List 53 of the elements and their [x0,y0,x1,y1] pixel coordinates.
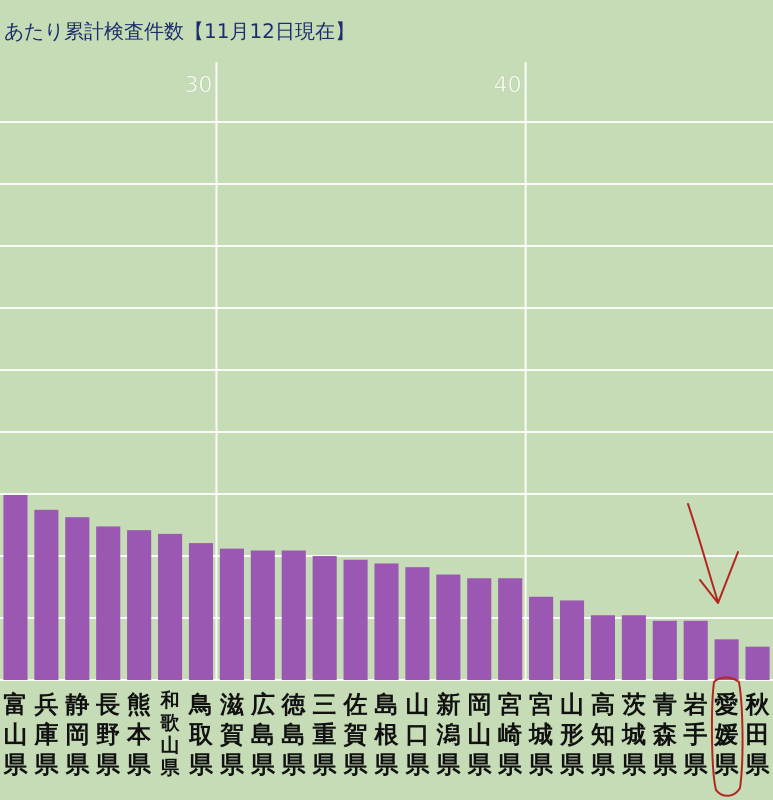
x-tick-label: 三重県 [312,690,338,779]
bar [65,517,90,680]
bar [344,560,368,680]
x-tick-label: 茨城県 [620,690,647,779]
bar [652,620,677,680]
bar [188,543,214,680]
x-tick-label: 山形県 [559,690,586,779]
bar [498,578,522,680]
bar [622,615,646,680]
x-tick-label: 岡山県 [466,690,492,779]
bar [374,563,399,680]
x-tick-label: 熊本県 [126,690,152,779]
bar [220,548,244,680]
bar [560,600,584,680]
bar [745,646,770,680]
x-tick-label: 和歌山県 [160,689,181,779]
bar [529,596,554,680]
x-tick-label: 長野県 [95,690,122,779]
x-tick-label: 兵庫県 [33,690,60,779]
bar [467,578,492,680]
x-tick-label: 宮城県 [528,690,554,779]
bar [405,567,430,680]
x-tick-label: 鳥取県 [188,690,214,779]
x-tick-label: 静岡県 [64,690,90,779]
x-tick-label: 滋賀県 [218,690,245,779]
x-tick-label: 青森県 [652,690,678,779]
x-tick-label: 秋田県 [744,690,771,779]
x-tick-label: 愛媛県 [714,690,740,779]
bar [312,556,337,680]
chart-title: あたり累計検査件数【11月12日現在】 [4,19,355,43]
x-tick-label: 佐賀県 [342,690,369,779]
bar [250,550,275,680]
bar [158,534,182,680]
bar [590,615,615,680]
x-tick-label: 山口県 [404,690,430,779]
text: 30 [184,73,212,98]
x-tick-label: 島根県 [374,690,400,779]
bar [282,550,306,680]
x-tick-label: 富山県 [2,690,28,779]
x-tick-label: 岩手県 [682,690,709,779]
x-tick-label: 高知県 [590,690,616,779]
x-tick-label: 広島県 [250,690,276,779]
text: 40 [494,73,522,98]
bar [436,574,460,680]
bar [34,510,58,680]
bar [3,495,28,680]
bar [714,639,739,680]
x-tick-label: 徳島県 [280,690,307,779]
bar [96,526,120,680]
bar [684,620,708,680]
x-tick-label: 宮崎県 [497,690,524,779]
x-tick-label: 新潟県 [435,690,462,779]
bar [127,530,152,680]
